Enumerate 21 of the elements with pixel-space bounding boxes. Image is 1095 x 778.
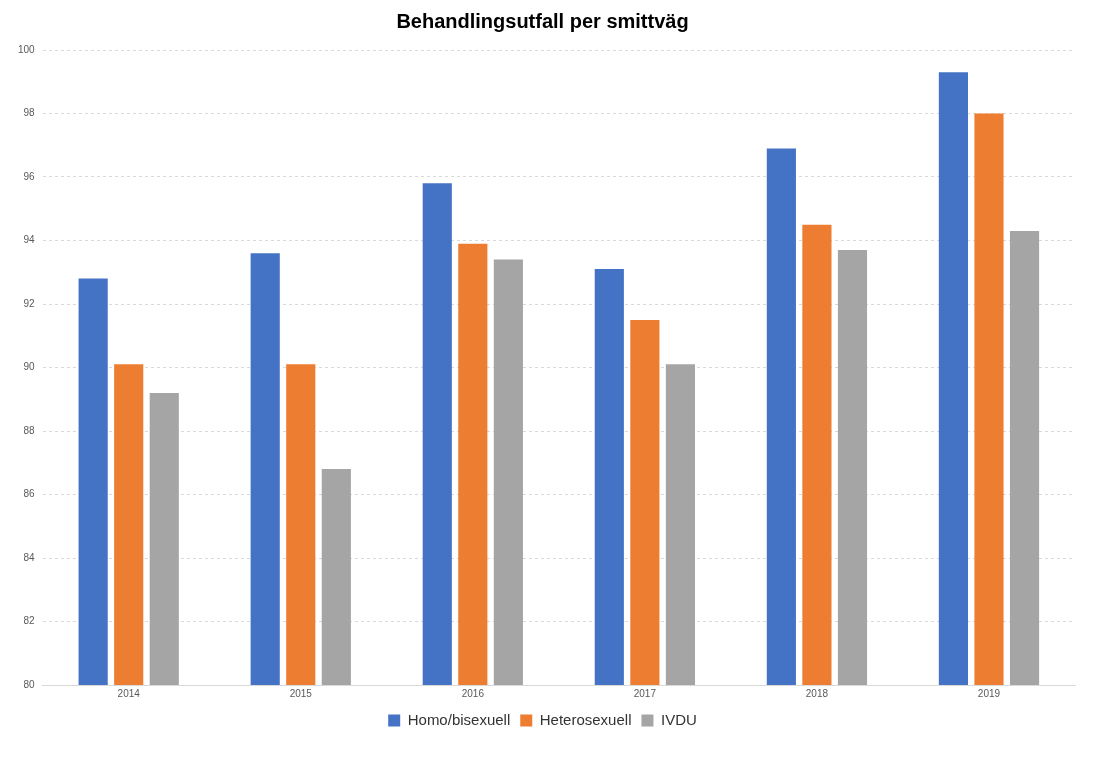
y-tick-label: 82 [23, 615, 36, 627]
y-tick-label: 98 [23, 107, 36, 119]
y-tick-label: 94 [23, 234, 36, 246]
legend-label: Homo/bisexuell [407, 710, 511, 728]
y-tick-label: 84 [23, 551, 36, 563]
y-tick-label: 92 [23, 297, 36, 309]
y-tick-label: 100 [18, 43, 36, 55]
x-tick-label: 2019 [977, 687, 1001, 699]
y-tick-label: 90 [23, 361, 36, 373]
y-tick-label: 88 [23, 424, 36, 436]
x-tick-label: 2017 [633, 687, 657, 699]
chart-title: Behandlingsutfall per smittväg [396, 9, 689, 32]
x-tick-label: 2014 [117, 687, 141, 699]
x-tick-label: 2015 [289, 687, 313, 699]
y-tick-label: 86 [23, 488, 36, 500]
y-tick-label: 80 [23, 678, 36, 690]
legend-label: IVDU [660, 710, 697, 728]
legend-label: Heterosexuell [539, 710, 632, 728]
y-tick-label: 96 [23, 170, 36, 182]
x-tick-label: 2016 [461, 687, 485, 699]
x-tick-label: 2018 [805, 687, 829, 699]
